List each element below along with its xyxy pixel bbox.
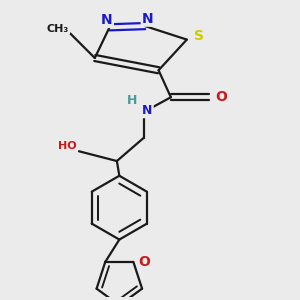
- Text: N: N: [142, 12, 153, 26]
- Text: HO: HO: [58, 141, 77, 151]
- Text: H: H: [126, 94, 137, 107]
- Text: CH₃: CH₃: [47, 23, 69, 34]
- Text: S: S: [194, 29, 204, 43]
- Text: O: O: [139, 255, 150, 269]
- Text: N: N: [101, 13, 113, 27]
- Text: O: O: [215, 90, 227, 104]
- Text: N: N: [142, 104, 153, 117]
